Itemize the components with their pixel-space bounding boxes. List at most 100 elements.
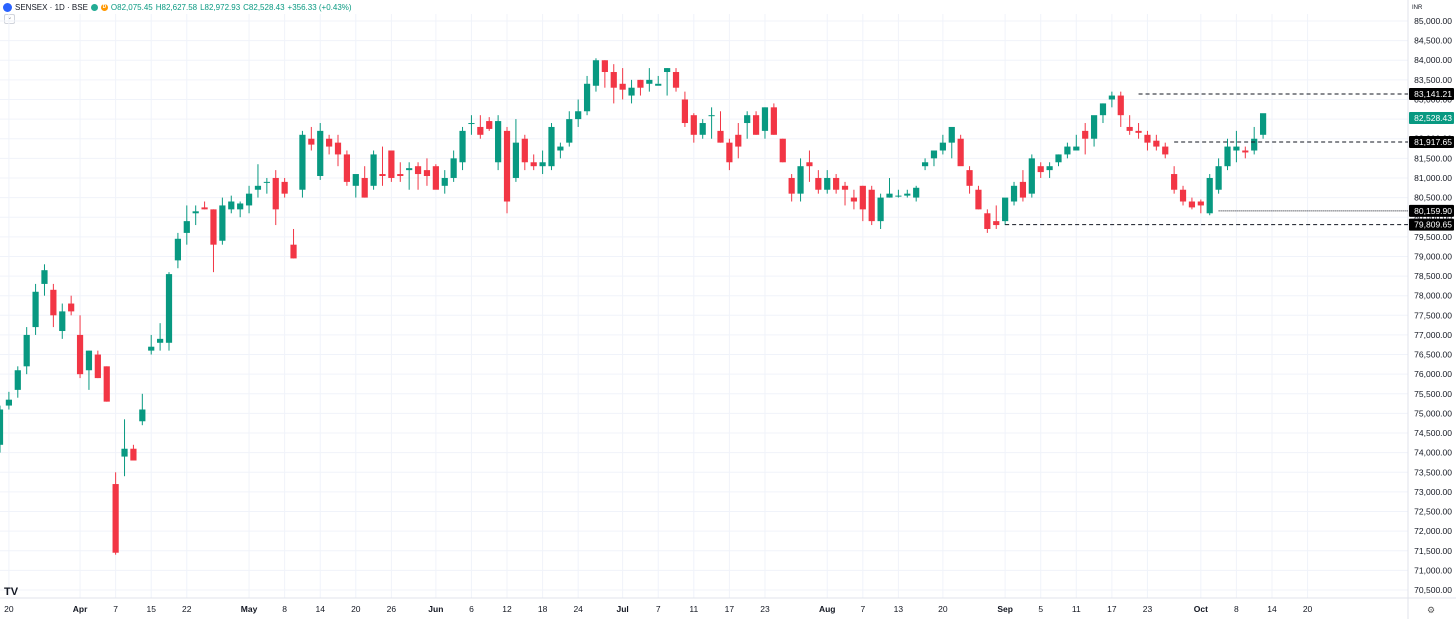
x-tick-label: 5	[1038, 604, 1043, 614]
candle-body	[1188, 201, 1196, 208]
candle-body	[530, 162, 537, 167]
y-tick-label: 72,500.00	[1414, 507, 1452, 517]
candle-body	[1233, 146, 1240, 151]
candle-body	[877, 197, 884, 222]
x-tick-label: 13	[894, 604, 904, 614]
currency-label: INR	[1412, 5, 1423, 11]
y-tick-label: 73,000.00	[1414, 487, 1452, 497]
candle-body	[646, 79, 653, 84]
candle-body	[824, 177, 831, 190]
candle-body	[1153, 140, 1160, 147]
candle-body	[459, 130, 466, 163]
candle-body	[352, 174, 359, 186]
candle-body	[32, 291, 39, 328]
y-tick-label: 85,000.00	[1414, 16, 1452, 26]
candle-body	[904, 193, 911, 196]
candle-body	[423, 170, 431, 177]
x-tick-label: 7	[113, 604, 118, 614]
y-tick-label: 76,000.00	[1414, 369, 1452, 379]
candle-body	[761, 107, 769, 131]
candle-body	[868, 189, 875, 222]
market-status-icon	[90, 3, 98, 11]
candle-body	[966, 170, 973, 186]
candle-body	[450, 158, 457, 178]
gear-icon[interactable]: ⚙	[1427, 605, 1436, 615]
candle-body	[281, 181, 288, 194]
ohlc-high: H82,627.58	[155, 2, 198, 12]
x-tick-label: 20	[1303, 604, 1313, 614]
x-tick-label: 20	[4, 604, 14, 614]
candle-body	[610, 72, 617, 88]
y-tick-label: 84,000.00	[1414, 55, 1452, 65]
candle-body	[254, 185, 262, 190]
candle-body	[59, 311, 66, 332]
candle-body	[521, 138, 528, 163]
y-tick-label: 81,500.00	[1414, 153, 1452, 163]
y-tick-label: 75,000.00	[1414, 408, 1452, 418]
candle-body	[468, 123, 475, 125]
candle-body	[557, 146, 564, 151]
x-tick-label: 18	[538, 604, 548, 614]
price-label-bg	[1409, 87, 1454, 100]
candle-body	[139, 409, 146, 422]
candle-body	[939, 142, 946, 151]
candle-body	[1099, 103, 1107, 116]
candle-body	[50, 289, 57, 316]
candle-body	[326, 138, 333, 147]
candle-body	[308, 138, 315, 145]
candle-body	[717, 130, 724, 143]
y-tick-label: 72,000.00	[1414, 526, 1452, 536]
candle-body	[210, 209, 217, 245]
candle-body	[1251, 138, 1258, 151]
candle-body	[948, 126, 955, 143]
candle-body	[85, 350, 93, 371]
candle-body	[1144, 134, 1151, 143]
y-tick-label: 79,500.00	[1414, 232, 1452, 242]
candle-body	[165, 274, 173, 343]
tradingview-logo[interactable]: TV	[4, 586, 19, 598]
candle-body	[930, 150, 938, 159]
candle-body	[895, 195, 902, 197]
price-label-bg	[1409, 204, 1454, 217]
candle-body	[299, 134, 306, 190]
candle-body	[94, 354, 101, 379]
ohlc-low: L82,972.93	[200, 2, 241, 12]
candle-body	[957, 138, 964, 167]
candle-body	[361, 177, 368, 198]
candle-body	[1224, 146, 1231, 167]
candle-body	[1162, 146, 1169, 155]
candle-body	[921, 162, 929, 167]
collapse-legend-button[interactable]: ⌄	[4, 14, 15, 24]
price-label-bg	[1409, 218, 1454, 231]
candle-body	[192, 211, 199, 214]
candle-body	[619, 83, 626, 90]
candle-body	[1206, 177, 1213, 214]
candle-body	[752, 115, 760, 135]
y-tick-label: 84,500.00	[1414, 36, 1452, 46]
y-tick-label: 78,500.00	[1414, 271, 1452, 281]
ohlc-change: +356.33 (+0.43%)	[287, 2, 352, 12]
x-tick-label: Aug	[819, 604, 836, 614]
candle-body	[1046, 166, 1053, 171]
data-badge: D	[100, 3, 108, 11]
candle-body	[1037, 166, 1044, 173]
y-tick-label: 74,000.00	[1414, 448, 1452, 458]
x-tick-label: 15	[146, 604, 156, 614]
price-label-bg	[1409, 135, 1454, 148]
candle-body	[1259, 113, 1267, 135]
ohlc-open: O82,075.45	[110, 2, 153, 12]
candle-body	[1019, 181, 1027, 198]
candle-body	[859, 185, 866, 210]
x-tick-label: 20	[938, 604, 948, 614]
candle-body	[1073, 146, 1080, 151]
x-tick-label: 17	[725, 604, 735, 614]
candle-body	[0, 409, 4, 445]
candle-body	[272, 177, 279, 210]
y-tick-label: 81,000.00	[1414, 173, 1452, 183]
candle-body	[414, 166, 422, 175]
candle-body	[797, 166, 804, 194]
symbol-title[interactable]: SENSEX · 1D · BSE	[15, 2, 88, 12]
candle-body	[174, 238, 181, 261]
x-tick-label: 6	[469, 604, 474, 614]
